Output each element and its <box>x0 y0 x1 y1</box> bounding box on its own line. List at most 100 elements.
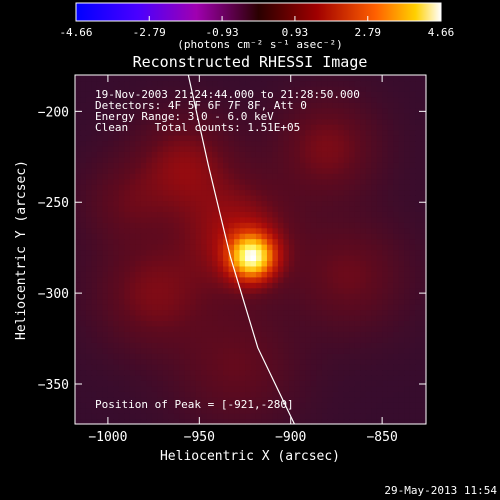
heatmap-cell <box>173 145 180 152</box>
heatmap-cell <box>327 325 334 332</box>
heatmap-cell <box>277 260 284 267</box>
heatmap-cell <box>310 287 317 294</box>
heatmap-cell <box>96 145 104 152</box>
heatmap-cell <box>239 325 246 332</box>
heatmap-cell <box>80 314 87 321</box>
heatmap-cell <box>409 162 416 169</box>
heatmap-cell <box>124 80 131 87</box>
heatmap-cell <box>415 113 422 120</box>
heatmap-cell <box>195 200 202 207</box>
heatmap-cell <box>102 124 109 131</box>
heatmap-cell <box>272 391 279 398</box>
heatmap-cell <box>135 304 142 311</box>
heatmap-cell <box>376 358 383 365</box>
heatmap-cell <box>129 336 136 343</box>
heatmap-cell <box>118 145 125 152</box>
heatmap-cell <box>360 276 367 283</box>
heatmap-cell <box>245 287 252 294</box>
heatmap-cell <box>365 211 372 218</box>
heatmap-cell <box>201 227 208 234</box>
heatmap-cell <box>140 293 147 300</box>
heatmap-cell <box>91 75 98 82</box>
heatmap-cell <box>80 325 87 332</box>
heatmap-cell <box>85 107 93 114</box>
heatmap-cell <box>245 129 252 136</box>
heatmap-cell <box>327 342 334 349</box>
heatmap-cell <box>365 167 372 174</box>
heatmap-cell <box>80 374 87 381</box>
heatmap-cell <box>91 304 98 311</box>
heatmap-cell <box>201 75 208 82</box>
heatmap-cell <box>162 173 169 180</box>
x-tick-label: −1000 <box>88 430 127 445</box>
heatmap-cell <box>387 216 394 223</box>
heatmap-cell <box>316 364 323 371</box>
plot-frame <box>74 74 427 425</box>
heatmap-cell <box>212 156 219 163</box>
heatmap-cell <box>190 353 197 360</box>
heatmap-cell <box>75 331 82 338</box>
heatmap-cell <box>354 85 361 92</box>
heatmap-cell <box>365 91 372 98</box>
heatmap-cell <box>190 298 197 305</box>
heatmap-cell <box>415 91 422 98</box>
heatmap-cell <box>250 265 257 272</box>
heatmap-cell <box>266 413 274 420</box>
heatmap-cell <box>305 413 312 420</box>
heatmap-cell <box>321 265 328 272</box>
heatmap-cell <box>107 249 114 256</box>
heatmap-cell <box>299 407 306 414</box>
heatmap-cell <box>415 353 422 360</box>
heatmap-cell <box>124 140 131 147</box>
heatmap-cell <box>179 211 186 218</box>
heatmap-cell <box>299 396 306 403</box>
heatmap-cell <box>250 276 257 283</box>
heatmap-cell <box>305 162 312 169</box>
heatmap-cell <box>310 369 317 376</box>
heatmap-cell <box>310 320 317 327</box>
heatmap-cell <box>129 331 136 338</box>
heatmap-cell <box>349 151 356 158</box>
heatmap-cell <box>113 227 120 234</box>
heatmap-cell <box>146 391 153 398</box>
heatmap-cell <box>338 216 345 223</box>
heatmap-cell <box>255 244 263 251</box>
heatmap-cell <box>157 140 164 147</box>
heatmap-cell <box>371 211 378 218</box>
heatmap-cell <box>124 162 131 169</box>
heatmap-cell <box>140 200 147 207</box>
heatmap-cell <box>310 113 317 120</box>
heatmap-cell <box>393 107 400 114</box>
heatmap-cell <box>179 276 186 283</box>
heatmap-cell <box>140 413 147 420</box>
heatmap-cell <box>234 238 241 245</box>
heatmap-cell <box>404 151 411 158</box>
heatmap-cell <box>371 364 378 371</box>
heatmap-cell <box>338 385 345 392</box>
heatmap-cell <box>338 140 345 147</box>
heatmap-cell <box>140 216 147 223</box>
heatmap-cell <box>113 418 120 425</box>
heatmap-cell <box>261 342 268 349</box>
heatmap-cell <box>75 385 82 392</box>
heatmap-cell <box>217 140 224 147</box>
heatmap-cell <box>327 200 334 207</box>
heatmap-cell <box>382 369 389 376</box>
heatmap-cell <box>288 331 295 338</box>
heatmap-cell <box>288 227 295 234</box>
heatmap-cell <box>255 129 263 136</box>
heatmap-cell <box>206 140 213 147</box>
heatmap-cell <box>151 254 158 261</box>
heatmap-cell <box>118 320 125 327</box>
heatmap-cell <box>245 200 252 207</box>
heatmap-cell <box>316 102 323 109</box>
heatmap-cell <box>190 151 197 158</box>
heatmap-cell <box>250 407 257 414</box>
heatmap-cell <box>118 113 125 120</box>
heatmap-cell <box>195 364 202 371</box>
heatmap-cell <box>217 325 224 332</box>
heatmap-cell <box>316 184 323 191</box>
heatmap-cell <box>310 304 317 311</box>
heatmap-cell <box>299 173 306 180</box>
heatmap-cell <box>398 276 405 283</box>
